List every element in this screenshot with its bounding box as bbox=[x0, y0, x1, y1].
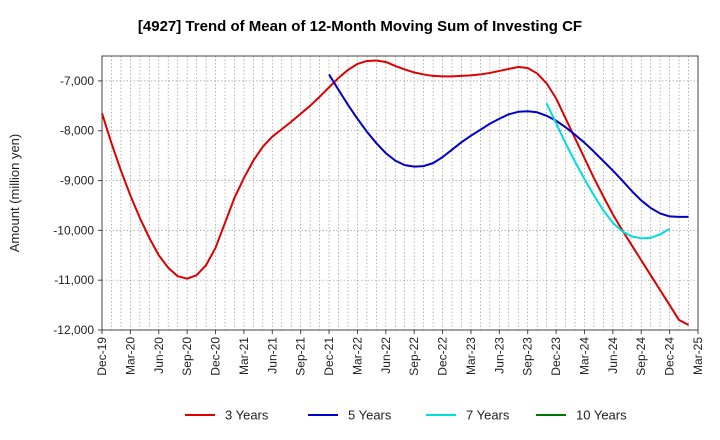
series-line-3-years bbox=[101, 59, 690, 326]
x-tick-label: Jun-23 bbox=[492, 337, 506, 374]
x-tick-label: Mar-24 bbox=[577, 337, 591, 375]
y-tick-label: -10,000 bbox=[53, 223, 94, 237]
x-tick-label: Mar-23 bbox=[464, 337, 478, 375]
x-tick-label: Sep-21 bbox=[294, 337, 308, 376]
x-tick-label: Dec-24 bbox=[663, 337, 677, 376]
y-tick-label: -9,000 bbox=[60, 174, 94, 188]
legend-label: 10 Years bbox=[576, 408, 627, 423]
y-axis-label: Amount (million yen) bbox=[7, 134, 22, 253]
plot-frame bbox=[101, 55, 699, 331]
x-tick-label: Jun-24 bbox=[606, 337, 620, 374]
x-tick-label: Dec-20 bbox=[209, 337, 223, 376]
x-tick-label: Jun-22 bbox=[379, 337, 393, 374]
series-line-5-years bbox=[328, 73, 689, 218]
x-tick-label: Mar-22 bbox=[350, 337, 364, 375]
x-tick-label: Mar-21 bbox=[237, 337, 251, 375]
legend-label: 5 Years bbox=[348, 408, 392, 423]
y-axis: -7,000 -8,000 -9,000 -10,000 -11,000 -12,000 bbox=[53, 74, 102, 337]
series-group bbox=[101, 59, 690, 326]
y-tick-label: -12,000 bbox=[53, 323, 94, 337]
chart-title: [4927] Trend of Mean of 12-Month Moving … bbox=[138, 18, 582, 35]
x-tick-label: Mar-20 bbox=[123, 337, 137, 375]
x-tick-label: Dec-21 bbox=[322, 337, 336, 376]
x-tick-label: Dec-19 bbox=[95, 337, 109, 376]
x-tick-label: Sep-24 bbox=[634, 337, 648, 376]
x-axis: Dec-19 Mar-20 Jun-20 Sep-20 Dec-20 Mar-21 Jun-… bbox=[95, 330, 705, 376]
legend-label: 3 Years bbox=[225, 408, 269, 423]
series-line-7-years bbox=[545, 102, 671, 240]
x-tick-label: Sep-22 bbox=[407, 337, 421, 376]
x-tick-label: Dec-23 bbox=[549, 337, 563, 376]
x-tick-label: Sep-23 bbox=[521, 337, 535, 376]
x-tick-label: Mar-25 bbox=[691, 337, 705, 375]
legend-label: 7 Years bbox=[466, 408, 510, 423]
x-tick-label: Jun-21 bbox=[265, 337, 279, 374]
y-tick-label: -8,000 bbox=[60, 124, 94, 138]
grid bbox=[102, 56, 698, 331]
y-tick-label: -11,000 bbox=[54, 273, 94, 287]
x-tick-label: Dec-22 bbox=[436, 337, 450, 376]
x-tick-label: Jun-20 bbox=[152, 337, 166, 374]
x-tick-label: Sep-20 bbox=[180, 337, 194, 376]
y-tick-label: -7,000 bbox=[60, 74, 94, 88]
legend: 3 Years 5 Years 7 Years 10 Years bbox=[185, 408, 627, 423]
